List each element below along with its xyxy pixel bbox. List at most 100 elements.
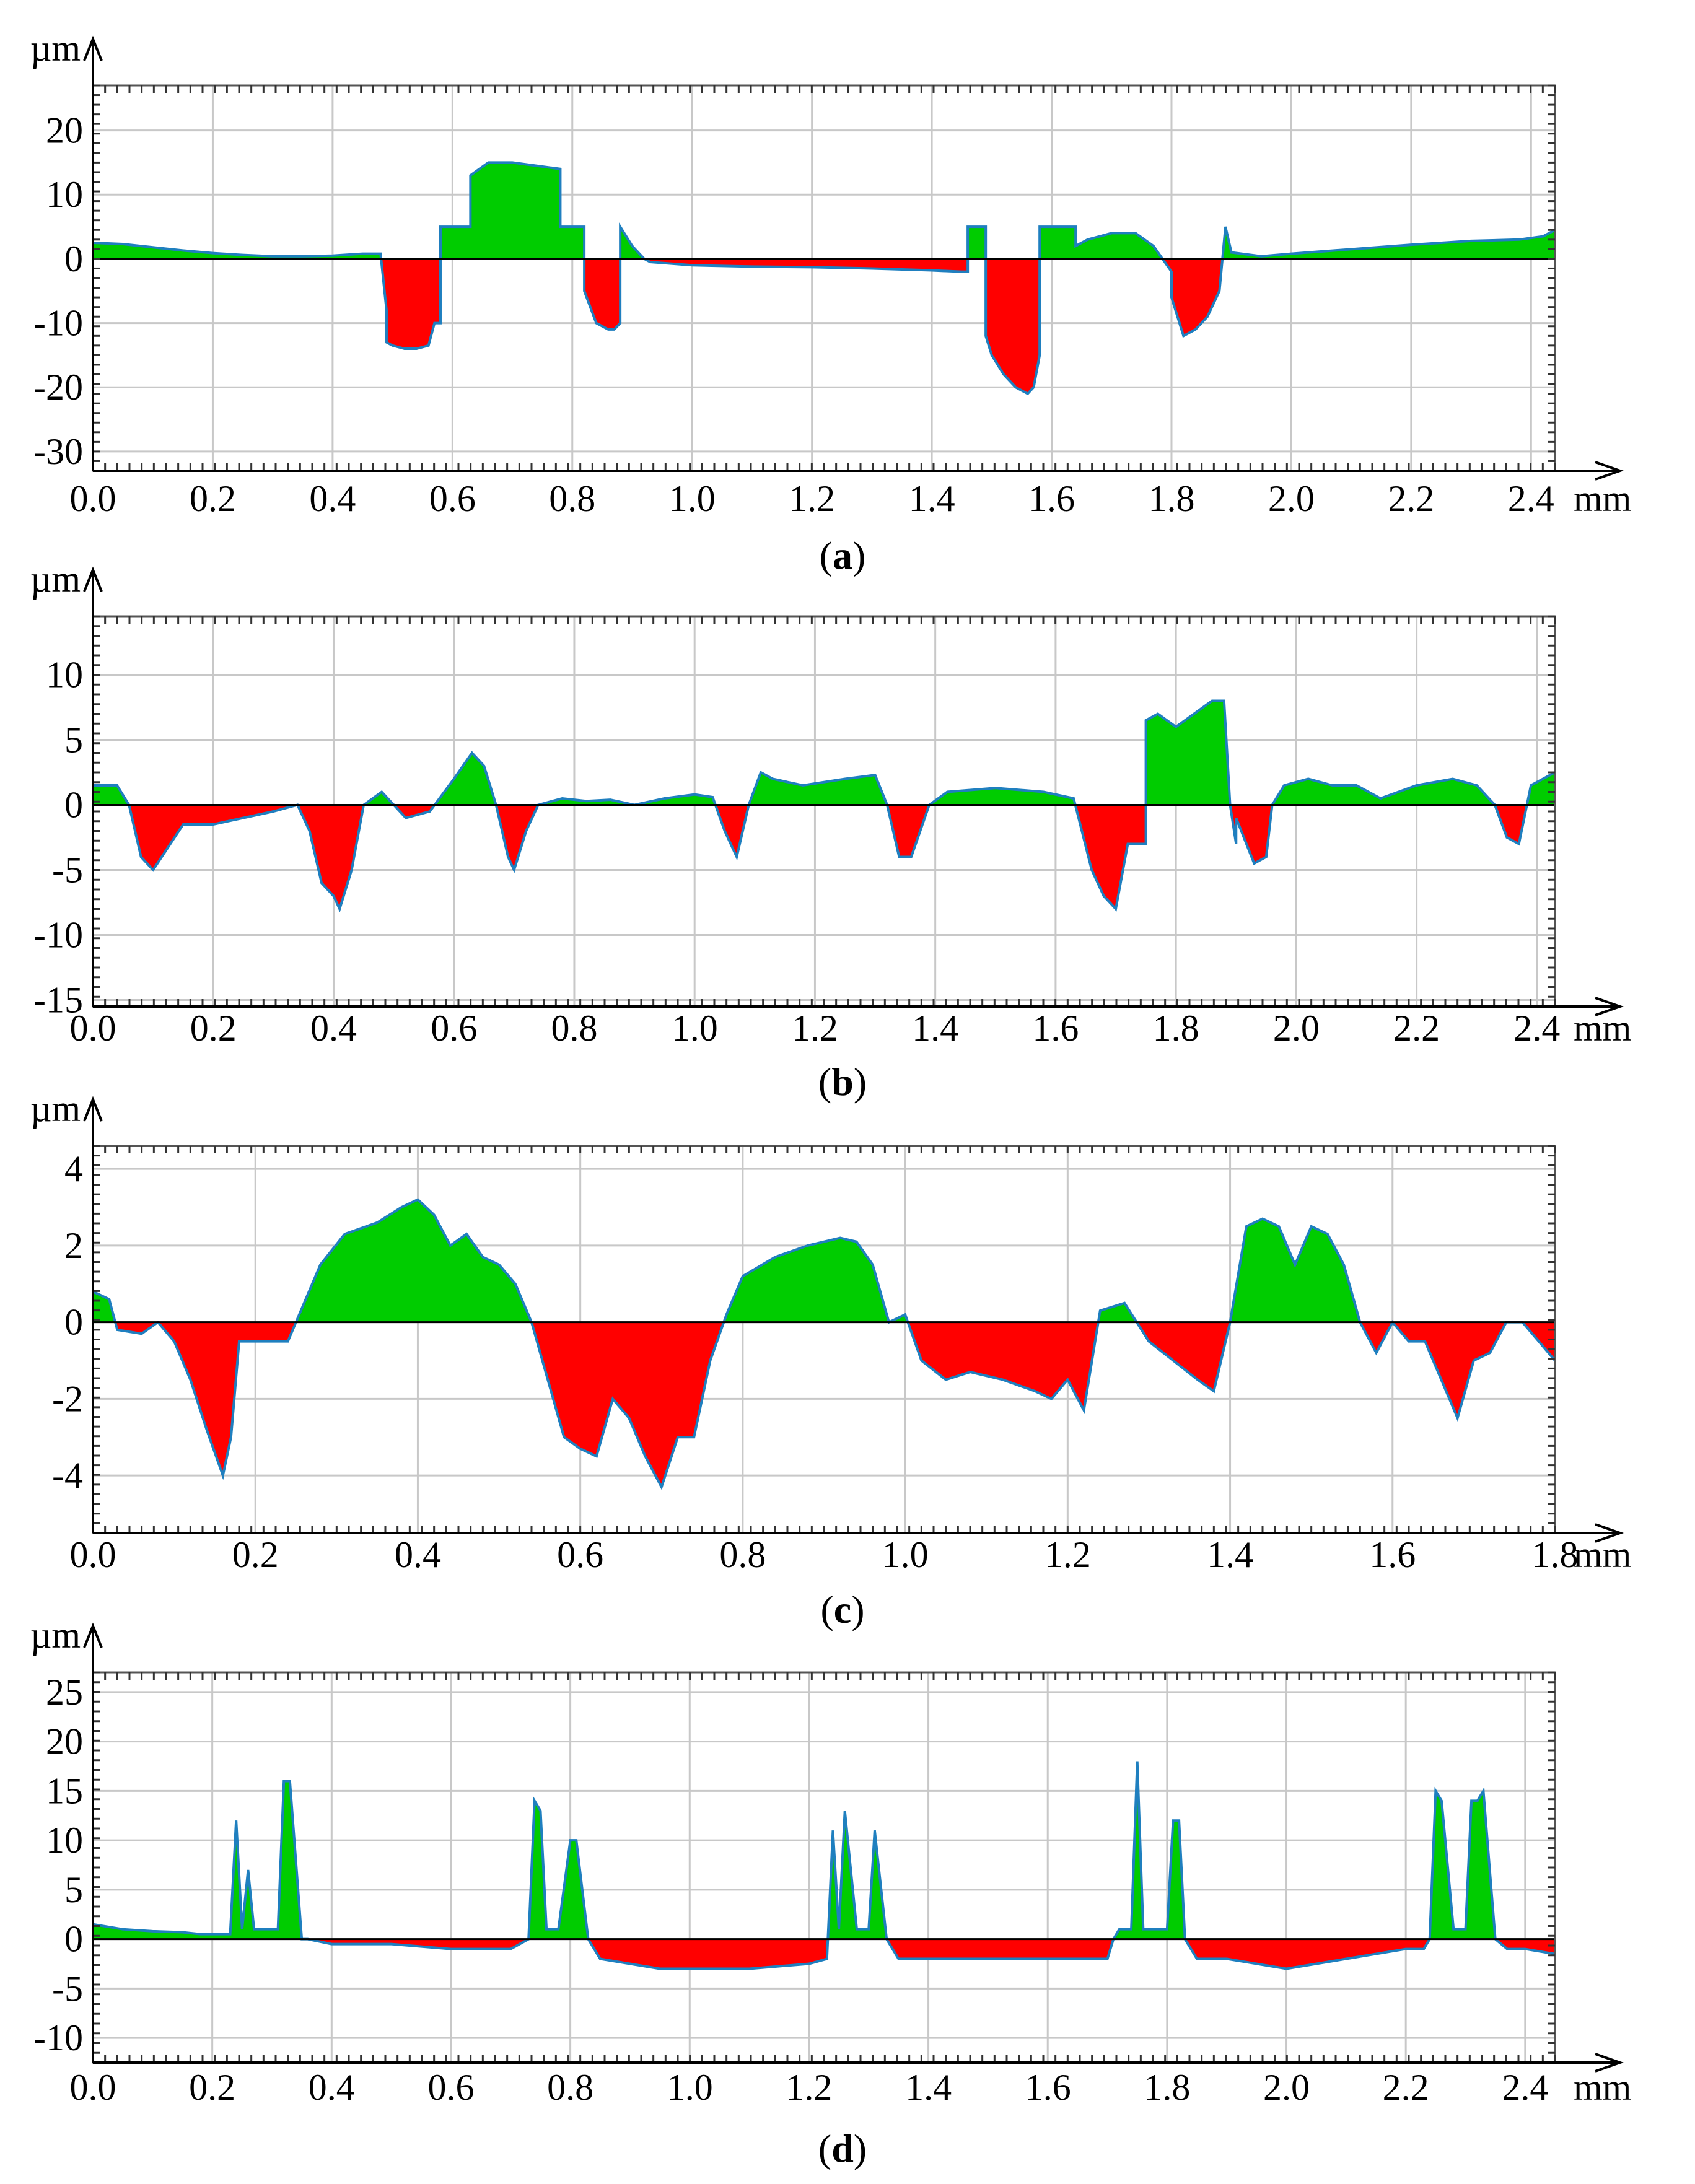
negative-area	[93, 805, 1555, 909]
y-tick-label: -10	[33, 303, 83, 344]
x-tick-label: 0.4	[309, 478, 356, 519]
x-tick-label: 0.4	[310, 1008, 357, 1049]
x-tick-label: 1.4	[1207, 1534, 1253, 1575]
y-tick-label: 0	[64, 1919, 83, 1960]
profile-line	[92, 1761, 1556, 1970]
positive-area	[93, 701, 1555, 805]
y-unit-label: µm	[30, 1088, 81, 1129]
x-tick-label: 1.4	[909, 478, 955, 519]
y-tick-label: -4	[52, 1455, 83, 1496]
x-axis-arrow	[1595, 461, 1624, 481]
y-unit-label: µm	[30, 1615, 81, 1656]
x-tick-label: 0.6	[557, 1534, 603, 1575]
y-tick-label: 25	[46, 1672, 83, 1713]
x-tick-label: 0.0	[70, 478, 116, 519]
x-tick-label: 1.4	[905, 2067, 952, 2108]
x-tick-label: 1.8	[1148, 478, 1194, 519]
positive-area	[93, 1761, 1555, 1939]
y-tick-label: -10	[33, 915, 83, 956]
negative-area	[115, 1322, 1555, 1487]
x-tick-label: 1.6	[1028, 478, 1075, 519]
y-tick-label: 10	[46, 1820, 83, 1861]
x-tick-label: 0.0	[70, 1534, 116, 1575]
x-tick-label: 1.6	[1369, 1534, 1416, 1575]
x-tick-label: 1.8	[1144, 2067, 1190, 2108]
negative-area	[93, 258, 1555, 394]
x-tick-label: 1.8	[1153, 1008, 1199, 1049]
y-tick-label: 0	[64, 1302, 83, 1343]
positive-area	[93, 162, 1555, 259]
chart-panel-b: 0.0 0.2 0.4 0.6 0.8 1.0 1.2 1.4 1.6 1.8 2.0 2.2 2.4 1…	[30, 559, 1632, 1104]
y-axis-arrow	[83, 1096, 103, 1122]
y-axis-arrow	[83, 35, 103, 61]
x-tick-label: 2.2	[1388, 478, 1434, 519]
x-tick-label: 0.0	[70, 1008, 116, 1049]
y-tick-label: -15	[33, 980, 83, 1021]
y-tick-label: 2	[64, 1225, 83, 1266]
x-tick-label: 2.4	[1513, 1008, 1560, 1049]
chart-panel-c: 0.0 0.2 0.4 0.6 0.8 1.0 1.2 1.4 1.6 1.8 4 2 0 -2 -4 µm m…	[30, 1088, 1632, 1631]
x-tick-label: 2.0	[1273, 1008, 1320, 1049]
y-axis-arrow	[83, 566, 103, 592]
x-tick-label: 0.2	[232, 1534, 279, 1575]
x-tick-label: 2.2	[1393, 1008, 1440, 1049]
plot-area	[93, 1672, 1555, 2063]
x-tick-label: 0.2	[190, 1008, 237, 1049]
x-unit-label: mm	[1574, 2067, 1631, 2108]
positive-area	[93, 1199, 1555, 1322]
x-tick-label: 1.0	[882, 1534, 929, 1575]
x-tick-label: 0.4	[309, 2067, 355, 2108]
y-tick-label: -5	[52, 850, 83, 891]
panel-caption: (b)	[818, 1060, 867, 1104]
x-tick-label: 1.4	[912, 1008, 958, 1049]
x-tick-label: 2.4	[1508, 478, 1554, 519]
x-tick-label: 1.2	[792, 1008, 838, 1049]
y-tick-label: 20	[46, 1721, 83, 1762]
panel-caption: (a)	[820, 533, 866, 577]
x-axis-arrow	[1595, 997, 1624, 1016]
profile-line	[92, 1198, 1556, 1490]
profile-line	[92, 161, 1556, 396]
x-tick-label: 0.6	[427, 2067, 474, 2108]
y-tick-label: 10	[46, 174, 83, 215]
panel-caption: (d)	[818, 2126, 867, 2170]
x-tick-label: 0.2	[190, 478, 236, 519]
y-tick-label: -30	[33, 431, 83, 472]
x-tick-label: 0.8	[551, 1008, 597, 1049]
x-tick-label: 0.6	[431, 1008, 477, 1049]
x-tick-label: 0.0	[70, 2067, 116, 2108]
y-tick-label: 0	[64, 238, 83, 279]
plot-area	[93, 85, 1555, 471]
x-tick-label: 2.2	[1383, 2067, 1429, 2108]
y-unit-label: µm	[30, 28, 81, 69]
x-tick-label: 0.2	[189, 2067, 235, 2108]
x-tick-label: 1.2	[1045, 1534, 1091, 1575]
x-tick-label: 2.0	[1268, 478, 1315, 519]
y-tick-label: 5	[64, 1869, 83, 1910]
profile-line	[93, 699, 1556, 913]
y-tick-label: -10	[33, 2017, 83, 2058]
y-tick-label: -5	[52, 1968, 83, 2009]
y-tick-label: 10	[46, 655, 83, 696]
x-tick-label: 1.6	[1025, 2067, 1071, 2108]
x-tick-label: 2.0	[1263, 2067, 1310, 2108]
chart-panel-a: 0.0 0.2 0.4 0.6 0.8 1.0 1.2 1.4 1.6 1.8 2.0 2.2 2.4 2…	[30, 28, 1632, 577]
x-tick-label: 0.8	[719, 1534, 766, 1575]
y-tick-label: -2	[52, 1378, 83, 1419]
x-tick-label: 1.6	[1032, 1008, 1079, 1049]
x-unit-label: mm	[1574, 1534, 1631, 1575]
y-tick-label: 0	[64, 785, 83, 826]
x-tick-label: 0.8	[549, 478, 595, 519]
x-unit-label: mm	[1574, 1008, 1631, 1049]
y-tick-label: 20	[46, 110, 83, 151]
x-tick-label: 0.4	[395, 1534, 441, 1575]
x-tick-label: 1.0	[669, 478, 716, 519]
y-unit-label: µm	[30, 559, 81, 600]
y-tick-label: 15	[46, 1770, 83, 1811]
x-tick-label: 0.6	[429, 478, 476, 519]
x-unit-label: mm	[1574, 478, 1631, 519]
y-tick-label: -20	[33, 367, 83, 408]
plot-area	[93, 1146, 1555, 1533]
y-axis-arrow	[83, 1622, 103, 1648]
